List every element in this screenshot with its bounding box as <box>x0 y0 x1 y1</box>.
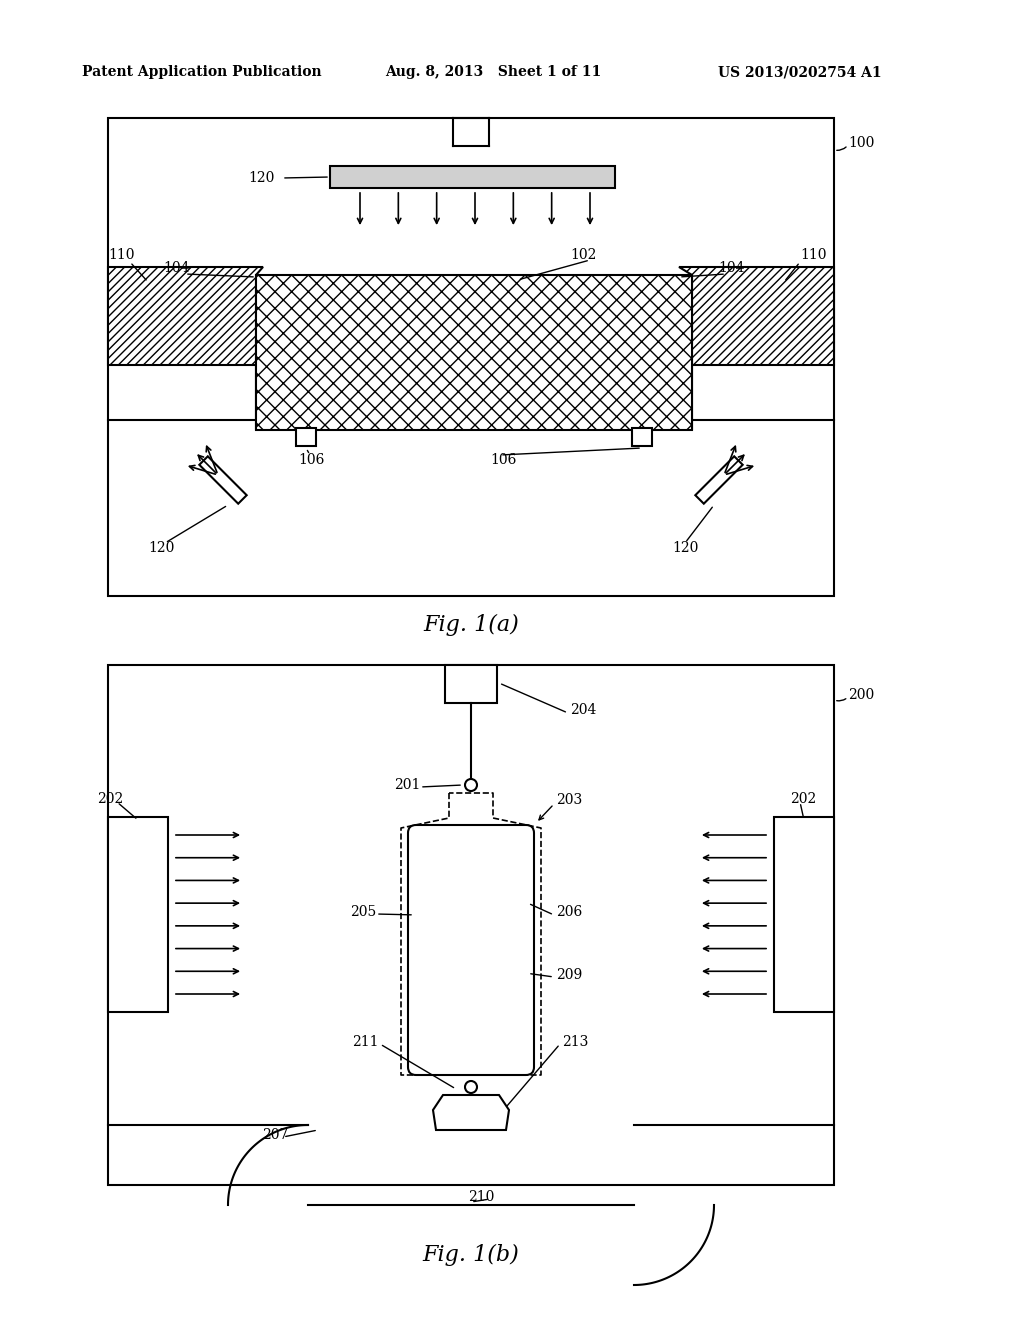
Text: 205: 205 <box>350 906 376 919</box>
Text: 120: 120 <box>672 541 698 554</box>
Polygon shape <box>108 267 263 430</box>
Text: 120: 120 <box>248 172 274 185</box>
Text: 110: 110 <box>800 248 826 261</box>
Circle shape <box>465 1081 477 1093</box>
Text: 104: 104 <box>718 261 744 275</box>
Bar <box>108 817 168 1012</box>
Text: 100: 100 <box>848 136 874 150</box>
Text: 203: 203 <box>556 793 583 807</box>
Text: Aug. 8, 2013   Sheet 1 of 11: Aug. 8, 2013 Sheet 1 of 11 <box>385 65 601 79</box>
Bar <box>256 275 692 430</box>
Text: US 2013/0202754 A1: US 2013/0202754 A1 <box>718 65 882 79</box>
Bar <box>330 166 615 187</box>
Polygon shape <box>695 457 742 504</box>
Text: 200: 200 <box>848 688 874 702</box>
Text: 202: 202 <box>97 792 123 807</box>
Polygon shape <box>433 1096 509 1130</box>
Text: Patent Application Publication: Patent Application Publication <box>82 65 322 79</box>
Text: 106: 106 <box>298 453 325 467</box>
Text: 209: 209 <box>556 968 583 982</box>
Bar <box>296 428 316 446</box>
Polygon shape <box>679 267 834 430</box>
Text: 104: 104 <box>163 261 189 275</box>
Text: 110: 110 <box>108 248 134 261</box>
Bar <box>774 817 834 1012</box>
Text: 206: 206 <box>556 906 583 919</box>
Bar <box>108 117 834 597</box>
Text: 202: 202 <box>790 792 816 807</box>
FancyBboxPatch shape <box>408 825 534 1074</box>
Text: 102: 102 <box>570 248 596 261</box>
Text: 207: 207 <box>262 1129 289 1142</box>
Text: 106: 106 <box>490 453 516 467</box>
Text: 120: 120 <box>148 541 174 554</box>
Text: 210: 210 <box>468 1191 495 1204</box>
Bar <box>108 665 834 1185</box>
Text: Fig. 1(a): Fig. 1(a) <box>423 614 519 636</box>
Bar <box>632 428 652 446</box>
Text: 213: 213 <box>562 1035 589 1049</box>
Text: 204: 204 <box>570 704 596 717</box>
Text: 201: 201 <box>394 777 421 792</box>
Text: Fig. 1(b): Fig. 1(b) <box>423 1243 519 1266</box>
Polygon shape <box>200 457 247 504</box>
Bar <box>445 665 497 704</box>
Text: 211: 211 <box>352 1035 379 1049</box>
Circle shape <box>465 779 477 791</box>
